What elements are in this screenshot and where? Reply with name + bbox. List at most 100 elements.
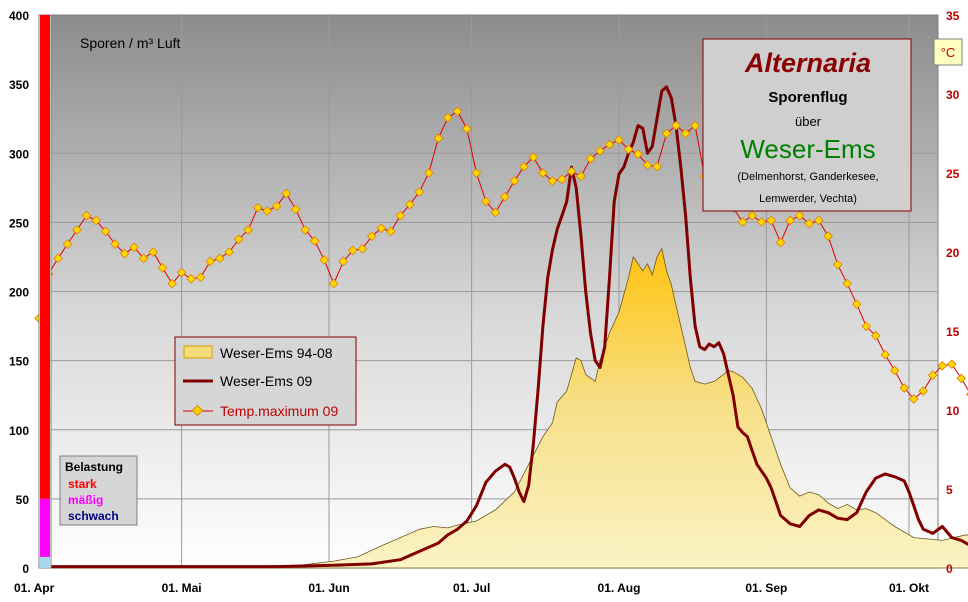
temp-point bbox=[395, 210, 406, 221]
temp-point bbox=[671, 120, 681, 131]
temp-point bbox=[547, 176, 558, 186]
temp-point bbox=[271, 201, 282, 211]
temp-point bbox=[889, 365, 900, 376]
temp-point bbox=[804, 218, 814, 229]
legend: Weser-Ems 94-08 Weser-Ems 09 Temp.maximu… bbox=[174, 336, 357, 426]
temp-point bbox=[661, 128, 672, 139]
temp-point bbox=[262, 206, 273, 216]
temp-point bbox=[937, 360, 948, 371]
temp-point bbox=[366, 231, 377, 242]
belastung-title: Belastung bbox=[65, 460, 123, 474]
temp-point bbox=[500, 191, 510, 202]
belastung-schwach: schwach bbox=[68, 509, 119, 523]
temp-point bbox=[81, 210, 92, 221]
legend-swatch-area bbox=[183, 345, 213, 359]
temp-point bbox=[614, 135, 624, 145]
temp-point bbox=[538, 168, 548, 178]
temp-point bbox=[690, 120, 700, 131]
right-axis-label: °C bbox=[941, 45, 956, 60]
temp-point bbox=[62, 239, 73, 249]
temp-point bbox=[309, 236, 320, 246]
left-axis-label: Sporen / m³ Luft bbox=[80, 35, 180, 51]
temp-point bbox=[452, 106, 463, 117]
temp-point bbox=[794, 210, 805, 221]
chart-title: Alternaria bbox=[744, 48, 871, 78]
right-tick-label: 0 bbox=[946, 562, 953, 576]
left-tick-label: 250 bbox=[9, 216, 29, 230]
temp-point bbox=[851, 299, 862, 309]
temp-point bbox=[832, 259, 843, 270]
legend-label-area: Weser-Ems 94-08 bbox=[220, 345, 333, 361]
legend-swatch-temp-marker bbox=[191, 404, 204, 417]
temp-point bbox=[927, 370, 938, 381]
temp-point bbox=[519, 161, 529, 172]
belastung-bar bbox=[38, 14, 52, 569]
temp-point bbox=[433, 133, 444, 144]
temp-point bbox=[186, 274, 196, 284]
temp-point bbox=[633, 149, 643, 159]
subtitle-line-3: Weser-Ems bbox=[740, 134, 875, 164]
temp-point bbox=[195, 272, 206, 283]
temp-point bbox=[576, 171, 586, 181]
temp-point bbox=[148, 247, 158, 257]
temp-point bbox=[623, 144, 634, 155]
temp-point bbox=[604, 139, 615, 150]
temp-point bbox=[214, 253, 225, 264]
temp-point bbox=[462, 123, 472, 134]
belastung-segment bbox=[40, 556, 50, 568]
right-tick-label: 25 bbox=[946, 167, 960, 181]
temp-point bbox=[110, 239, 120, 249]
temp-point bbox=[100, 226, 111, 237]
temp-point bbox=[167, 278, 177, 289]
area-fill bbox=[38, 247, 968, 569]
left-tick-label: 300 bbox=[9, 147, 29, 161]
belastung-segment bbox=[40, 498, 50, 557]
temp-point bbox=[899, 383, 910, 393]
temp-point bbox=[319, 255, 330, 265]
x-tick-label: 01. Apr bbox=[14, 581, 55, 595]
subtitle-line-5: Lemwerder, Vechta) bbox=[759, 193, 857, 205]
belastung-segment bbox=[40, 15, 50, 499]
temp-point bbox=[233, 234, 244, 245]
left-tick-label: 150 bbox=[9, 355, 29, 369]
temp-point bbox=[119, 248, 130, 259]
temp-point bbox=[252, 202, 263, 213]
series-temp-maximum-09 bbox=[34, 106, 968, 404]
temp-point bbox=[300, 225, 311, 235]
temp-point bbox=[490, 207, 501, 218]
temp-point bbox=[138, 253, 149, 264]
x-tick-label: 01. Okt bbox=[889, 581, 929, 595]
subtitle-line-1: Sporenflug bbox=[768, 89, 847, 106]
temp-point bbox=[157, 262, 168, 273]
temp-point bbox=[481, 196, 491, 207]
temp-point bbox=[347, 245, 358, 256]
temp-point bbox=[918, 386, 929, 396]
temp-point bbox=[747, 210, 757, 221]
temp-point bbox=[880, 349, 891, 360]
x-tick-label: 01. Jun bbox=[308, 581, 349, 595]
temp-point bbox=[357, 244, 368, 254]
temp-point bbox=[176, 267, 187, 278]
series-weser-ems-94-08 bbox=[38, 247, 968, 569]
temp-point bbox=[756, 217, 767, 227]
temp-point bbox=[557, 174, 567, 185]
temp-point bbox=[385, 226, 396, 237]
right-tick-label: 30 bbox=[946, 88, 960, 102]
belastung-stark: stark bbox=[68, 477, 97, 491]
temp-point bbox=[205, 256, 215, 267]
temp-point bbox=[328, 278, 339, 289]
temp-point bbox=[737, 217, 748, 227]
temp-point bbox=[443, 112, 453, 123]
x-axis-ticks: 01. Apr 01. Mai 01. Jun 01. Jul 01. Aug 01. S… bbox=[14, 581, 929, 595]
temp-point bbox=[129, 242, 139, 253]
x-tick-label: 01. Mai bbox=[162, 581, 202, 595]
temp-point bbox=[53, 253, 63, 264]
temp-point bbox=[680, 128, 691, 139]
temp-point bbox=[224, 247, 234, 257]
x-tick-label: 01. Sep bbox=[745, 581, 787, 595]
temp-point bbox=[946, 359, 957, 369]
line-path bbox=[39, 85, 968, 569]
subtitle-line-4: (Delmenhorst, Ganderkesee, bbox=[737, 171, 878, 183]
temp-point bbox=[243, 225, 253, 235]
temp-point bbox=[642, 160, 653, 170]
